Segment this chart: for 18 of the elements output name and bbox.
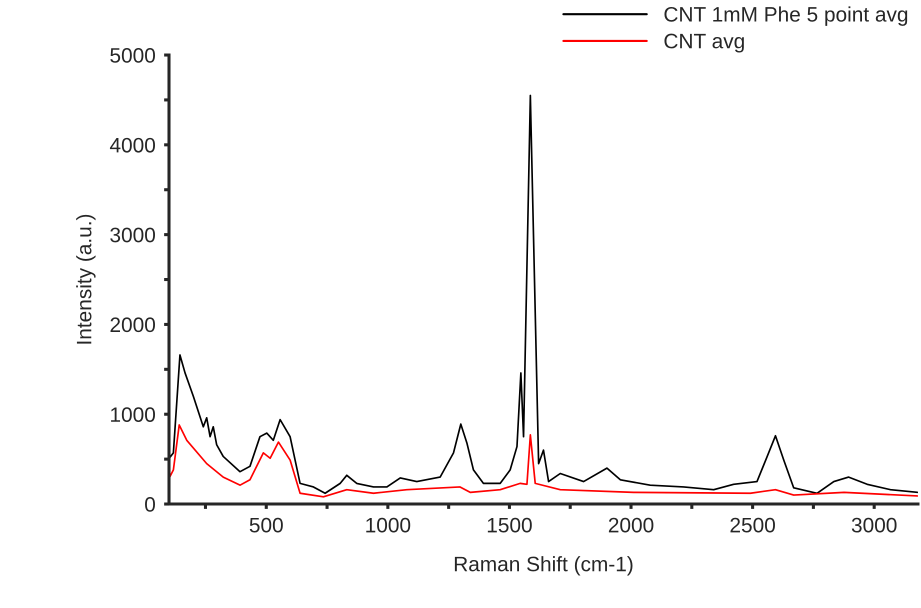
y-tick-label: 1000	[111, 407, 155, 422]
y-axis-title: Intensity (a.u.)	[76, 214, 96, 344]
x-tick-label: 2500	[730, 518, 775, 533]
y-tick-label: 4000	[110, 138, 155, 153]
line-series	[169, 424, 918, 498]
line-series	[169, 94, 918, 494]
x-tick-label: 1500	[488, 518, 532, 533]
y-tick-label: 5000	[110, 48, 155, 63]
x-tick-label: 3000	[852, 518, 897, 533]
legend-label: CNT avg	[664, 34, 744, 53]
x-axis-title: Raman Shift (cm-1)	[454, 556, 632, 576]
x-tick-label: 500	[250, 518, 283, 533]
y-tick-label: 3000	[110, 228, 155, 242]
x-tick-label: 1000	[366, 518, 410, 533]
y-tick-label: 2000	[110, 317, 155, 332]
y-tick-label: 0	[145, 497, 155, 512]
x-tick-label: 2000	[608, 518, 654, 533]
legend-label: CNT 1mM Phe 5 point avg	[664, 6, 908, 26]
